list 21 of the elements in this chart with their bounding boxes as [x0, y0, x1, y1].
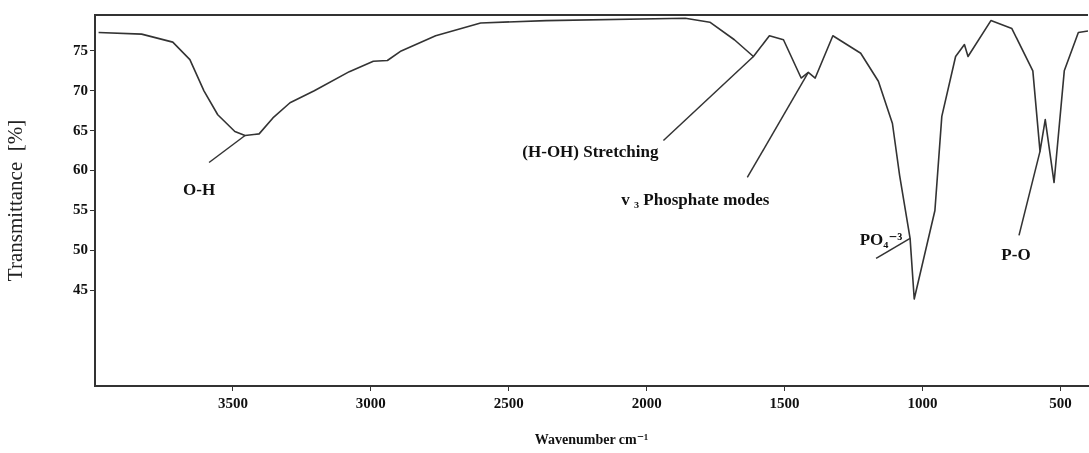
x-tick-label: 2000 — [631, 394, 662, 411]
annotation: (H-OH) Stretching — [522, 141, 659, 161]
x-tick-label: 2500 — [493, 394, 524, 411]
annotation: P-O — [1001, 244, 1031, 264]
x-axis-title: Wavenumber cm⁻¹ — [534, 432, 649, 448]
x-tick-label: 500 — [1049, 394, 1072, 411]
annotation: v ₃ Phosphate modes — [621, 189, 770, 209]
y-tick-label: 50 — [73, 241, 88, 258]
y-tick-label: 45 — [73, 281, 88, 298]
y-tick-label: 75 — [73, 41, 88, 58]
annotation: PO₄⁻³ — [859, 229, 903, 249]
y-tick-label: 70 — [73, 81, 88, 98]
x-tick-label: 1500 — [769, 394, 800, 411]
y-tick-label: 60 — [73, 161, 88, 178]
y-axis-title: Transmittance [%] — [3, 119, 28, 282]
x-tick-label: 3500 — [217, 394, 248, 411]
x-tick-label: 3000 — [355, 394, 386, 411]
x-tick-label: 1000 — [907, 394, 938, 411]
y-tick-label: 55 — [73, 201, 88, 218]
y-tick-label: 65 — [73, 121, 88, 138]
annotation: O-H — [183, 179, 216, 199]
